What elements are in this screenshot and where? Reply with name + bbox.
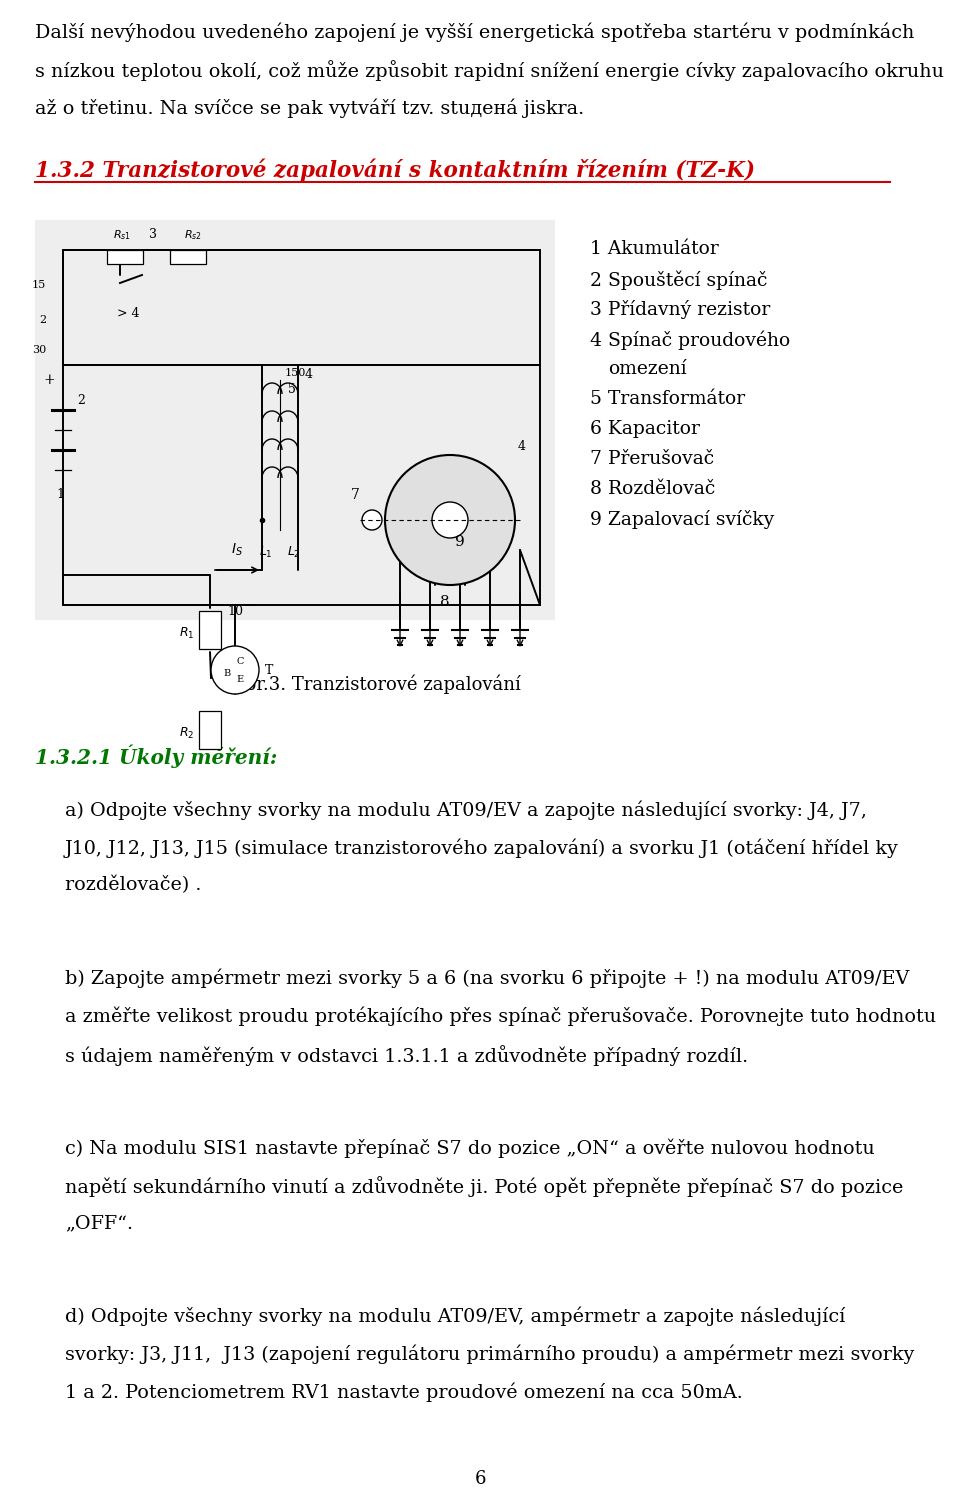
Bar	[199, 611, 221, 648]
Text: T: T	[265, 664, 274, 677]
Text: $R_{s1}$: $R_{s1}$	[113, 228, 131, 241]
Text: J10, J12, J13, J15 (simulace tranzistorového zapalování) a svorku J1 (otáčení hř: J10, J12, J13, J15 (simulace tranzistoro…	[65, 838, 899, 858]
Text: $I_S$: $I_S$	[231, 541, 243, 558]
Text: 6: 6	[474, 1470, 486, 1488]
Text: 7 Přerušovač: 7 Přerušovač	[590, 449, 714, 467]
Text: 2 Spouštěcí spínač: 2 Spouštěcí spínač	[590, 270, 767, 290]
Text: a) Odpojte všechny svorky na modulu AT09/EV a zapojte následující svorky: J4, J7: a) Odpojte všechny svorky na modulu AT09…	[65, 801, 867, 819]
Text: svorky: J3, J11,  J13 (zapojení regulátoru primárního proudu) a ampérmetr mezi s: svorky: J3, J11, J13 (zapojení regulátor…	[65, 1345, 914, 1365]
Text: a změřte velikost proudu protékajícího přes spínač přerušovače. Porovnejte tuto : a změřte velikost proudu protékajícího p…	[65, 1007, 936, 1027]
Text: > 4: > 4	[117, 308, 139, 320]
Text: 4 Spínač proudového: 4 Spínač proudového	[590, 330, 790, 350]
Text: 5 Transformátor: 5 Transformátor	[590, 391, 745, 409]
Circle shape	[432, 502, 468, 538]
Text: 9: 9	[455, 535, 465, 549]
Text: $R_1$: $R_1$	[179, 626, 194, 641]
Text: $R_{s2}$: $R_{s2}$	[184, 228, 202, 241]
Text: 1.3.2.1 Úkoly měření:: 1.3.2.1 Úkoly měření:	[35, 745, 277, 769]
Circle shape	[211, 645, 259, 694]
Text: omezení: omezení	[608, 360, 686, 379]
Text: d) Odpojte všechny svorky na modulu AT09/EV, ampérmetr a zapojte následující: d) Odpojte všechny svorky na modulu AT09…	[65, 1307, 846, 1327]
Text: 8 Rozdělovač: 8 Rozdělovač	[590, 480, 715, 498]
Text: B: B	[224, 668, 230, 677]
Text: $L_1$: $L_1$	[259, 544, 273, 559]
Text: s údajem naměřeným v odstavci 1.3.1.1 a zdůvodněte případný rozdíl.: s údajem naměřeným v odstavci 1.3.1.1 a …	[65, 1045, 748, 1066]
Text: 7: 7	[350, 489, 359, 502]
Text: 30: 30	[32, 345, 46, 354]
Text: 4: 4	[305, 368, 313, 382]
Text: 3 Přídavný rezistor: 3 Přídavný rezistor	[590, 300, 770, 320]
Text: 5: 5	[288, 383, 296, 397]
Circle shape	[385, 455, 515, 585]
Text: 1: 1	[56, 489, 64, 502]
Text: $L_2$: $L_2$	[287, 544, 300, 559]
Text: rozdělovače) .: rozdělovače) .	[65, 876, 202, 894]
Text: +: +	[43, 372, 55, 388]
Circle shape	[362, 510, 382, 529]
Text: 2: 2	[77, 394, 84, 407]
Text: 1.3.2 Tranzistorové zapalování s kontaktním řízením (TZ-K): 1.3.2 Tranzistorové zapalování s kontakt…	[35, 158, 755, 181]
Text: 4: 4	[518, 440, 526, 452]
Text: napětí sekundárního vinutí a zdůvodněte ji. Poté opět přepněte přepínač S7 do po: napětí sekundárního vinutí a zdůvodněte …	[65, 1176, 903, 1197]
Text: b) Zapojte ampérmetr mezi svorky 5 a 6 (na svorku 6 připojte + !) na modulu AT09: b) Zapojte ampérmetr mezi svorky 5 a 6 (…	[65, 970, 909, 989]
Bar	[107, 250, 143, 264]
Bar	[35, 220, 555, 620]
Text: s nízkou teplotou okolí, což může způsobit rapidní snížení energie cívky zapalov: s nízkou teplotou okolí, což může způsob…	[35, 60, 944, 81]
Bar	[199, 710, 221, 749]
Text: $R_2$: $R_2$	[179, 725, 194, 740]
Text: Další nevýhodou uvedeného zapojení je vyšší energetická spotřeba startéru v podm: Další nevýhodou uvedeného zapojení je vy…	[35, 23, 914, 42]
Text: 150: 150	[285, 368, 306, 379]
Text: až o třetinu. Na svíčce se pak vytváří tzv. stuденá jiskra.: až o třetinu. Na svíčce se pak vytváří t…	[35, 98, 584, 118]
Text: 1 Akumulátor: 1 Akumulátor	[590, 240, 719, 258]
Text: 2: 2	[38, 315, 46, 326]
Text: 8: 8	[441, 596, 450, 609]
Text: 1 a 2. Potenciometrem RV1 nastavte proudové omezení na cca 50mA.: 1 a 2. Potenciometrem RV1 nastavte proud…	[65, 1383, 743, 1402]
Text: Obr.3. Tranzistorové zapalování: Obr.3. Tranzistorové zapalování	[229, 676, 520, 695]
Text: 6 Kapacitor: 6 Kapacitor	[590, 421, 700, 437]
Text: C: C	[236, 657, 244, 667]
Bar	[170, 250, 206, 264]
Text: E: E	[236, 676, 244, 685]
Text: „OFF“.: „OFF“.	[65, 1214, 133, 1232]
Text: 15: 15	[32, 280, 46, 290]
Text: 10: 10	[227, 605, 243, 618]
Text: 9 Zapalovací svíčky: 9 Zapalovací svíčky	[590, 510, 775, 529]
Text: c) Na modulu SIS1 nastavte přepínač S7 do pozice „ON“ a ověřte nulovou hodnotu: c) Na modulu SIS1 nastavte přepínač S7 d…	[65, 1139, 875, 1158]
Text: 3: 3	[149, 228, 157, 241]
